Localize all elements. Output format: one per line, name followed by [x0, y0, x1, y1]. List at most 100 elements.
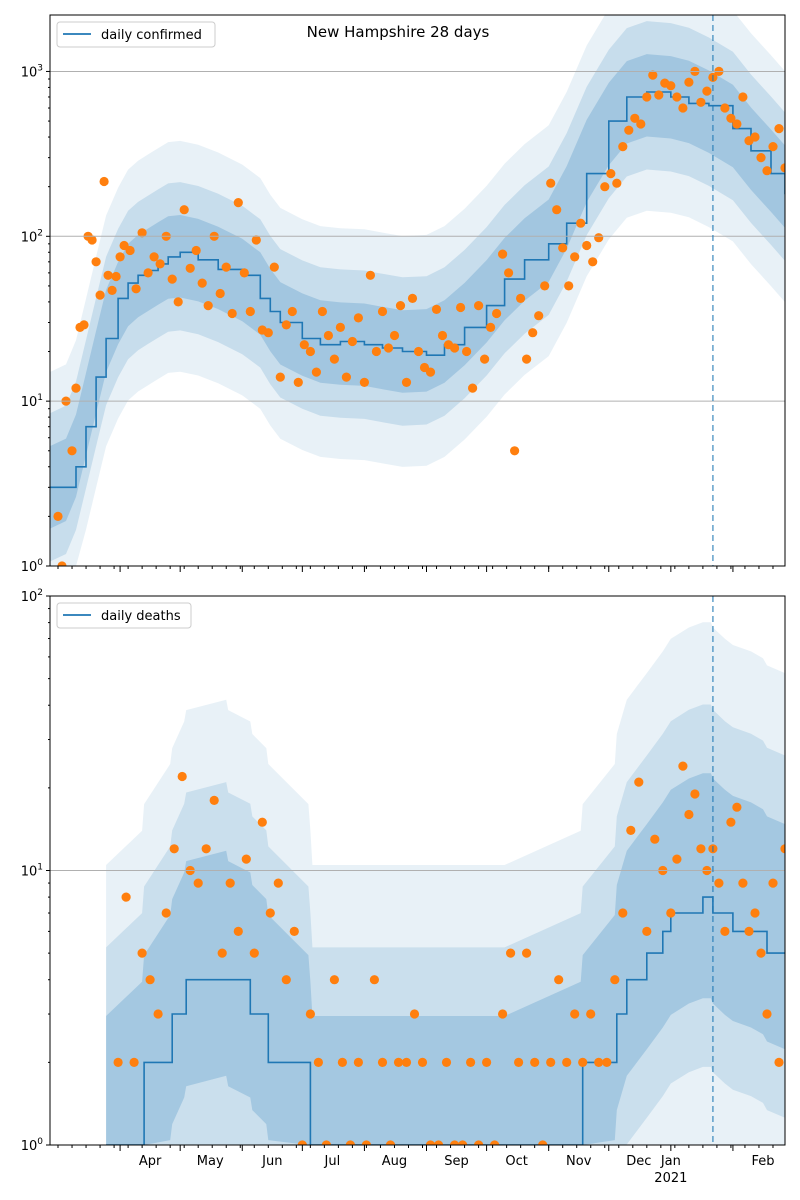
x-tick-label: Oct [505, 1154, 527, 1169]
data-point [57, 561, 67, 566]
data-point [474, 301, 484, 311]
data-point [702, 86, 712, 96]
legend: daily deaths [56, 602, 192, 629]
data-point [468, 383, 478, 393]
data-point [630, 113, 640, 123]
data-point [744, 926, 754, 937]
data-point [95, 290, 105, 300]
data-point [217, 948, 227, 958]
uncertainty-band [106, 773, 785, 1145]
data-point [289, 926, 299, 937]
data-point [774, 1057, 784, 1067]
data-point [666, 908, 676, 918]
y-tick-label: 100 [21, 1137, 44, 1154]
plot-area [50, 15, 785, 566]
data-point [185, 263, 195, 273]
uncertainty-band [50, 15, 785, 566]
data-point [450, 1140, 460, 1145]
data-point [107, 285, 117, 295]
data-point [762, 1009, 772, 1019]
data-point [624, 125, 634, 135]
data-point [690, 789, 700, 799]
data-point [377, 1057, 388, 1067]
x-tick-label: Apr [139, 1154, 162, 1169]
data-point [87, 235, 97, 245]
data-point [564, 281, 574, 291]
data-point [588, 257, 598, 267]
data-point [666, 81, 676, 91]
uncertainty-band [50, 54, 785, 529]
data-point [498, 249, 508, 259]
data-point [329, 975, 339, 985]
legend: daily confirmed [56, 21, 216, 48]
data-point [369, 975, 379, 985]
data-point [538, 1140, 548, 1145]
data-point [275, 372, 285, 382]
data-point [67, 446, 77, 456]
data-point [111, 271, 121, 282]
data-point [546, 1057, 556, 1067]
x-tick-label: Jan [660, 1154, 681, 1169]
data-point [750, 132, 760, 142]
legend-box [56, 602, 192, 629]
data-point [417, 1057, 428, 1067]
data-point [377, 306, 388, 317]
data-point [738, 92, 748, 102]
data-point [293, 377, 303, 387]
data-point [554, 975, 564, 985]
data-point [193, 878, 203, 888]
data-point [281, 320, 291, 330]
data-point [756, 948, 766, 958]
data-point [145, 975, 155, 985]
y-tick-label: 100 [21, 558, 44, 575]
data-point [305, 1009, 315, 1019]
data-point [345, 1140, 355, 1145]
data-point [99, 176, 109, 187]
data-point [654, 90, 664, 100]
data-point [401, 1057, 412, 1067]
data-point [462, 346, 472, 357]
data-point [143, 268, 153, 278]
data-point [530, 1057, 540, 1067]
data-point [361, 1140, 371, 1145]
data-point [441, 1057, 452, 1067]
data-point [504, 268, 514, 278]
data-point [594, 233, 604, 243]
data-point [201, 844, 211, 854]
data-point [509, 446, 520, 456]
data-point [562, 1057, 572, 1067]
data-point [582, 240, 592, 251]
data-point [299, 340, 309, 350]
data-point [173, 297, 183, 307]
data-point [335, 322, 345, 332]
data-point [498, 1009, 508, 1019]
data-point [678, 761, 688, 771]
data-point [626, 825, 636, 836]
data-point [297, 1140, 307, 1145]
data-point [273, 878, 283, 888]
data-point [203, 301, 213, 311]
data-point [311, 367, 321, 377]
data-point [634, 777, 644, 787]
data-point [383, 343, 394, 353]
data-point [103, 270, 113, 280]
y-tick-label: 101 [21, 393, 43, 410]
data-point [407, 293, 418, 303]
legend-label: daily deaths [101, 609, 181, 624]
data-point [129, 1057, 139, 1067]
data-point [329, 354, 339, 364]
axes-frame [49, 14, 786, 567]
data-point [594, 1057, 604, 1067]
data-point [534, 311, 544, 321]
data-point [91, 257, 101, 267]
data-point [137, 948, 147, 958]
data-point [323, 330, 333, 341]
data-point [648, 70, 658, 80]
data-point [413, 346, 424, 357]
plot-area [106, 622, 785, 1145]
data-point [225, 878, 235, 888]
data-point [576, 218, 586, 228]
data-point [431, 304, 442, 314]
data-point [425, 1140, 436, 1145]
data-point [720, 103, 730, 113]
